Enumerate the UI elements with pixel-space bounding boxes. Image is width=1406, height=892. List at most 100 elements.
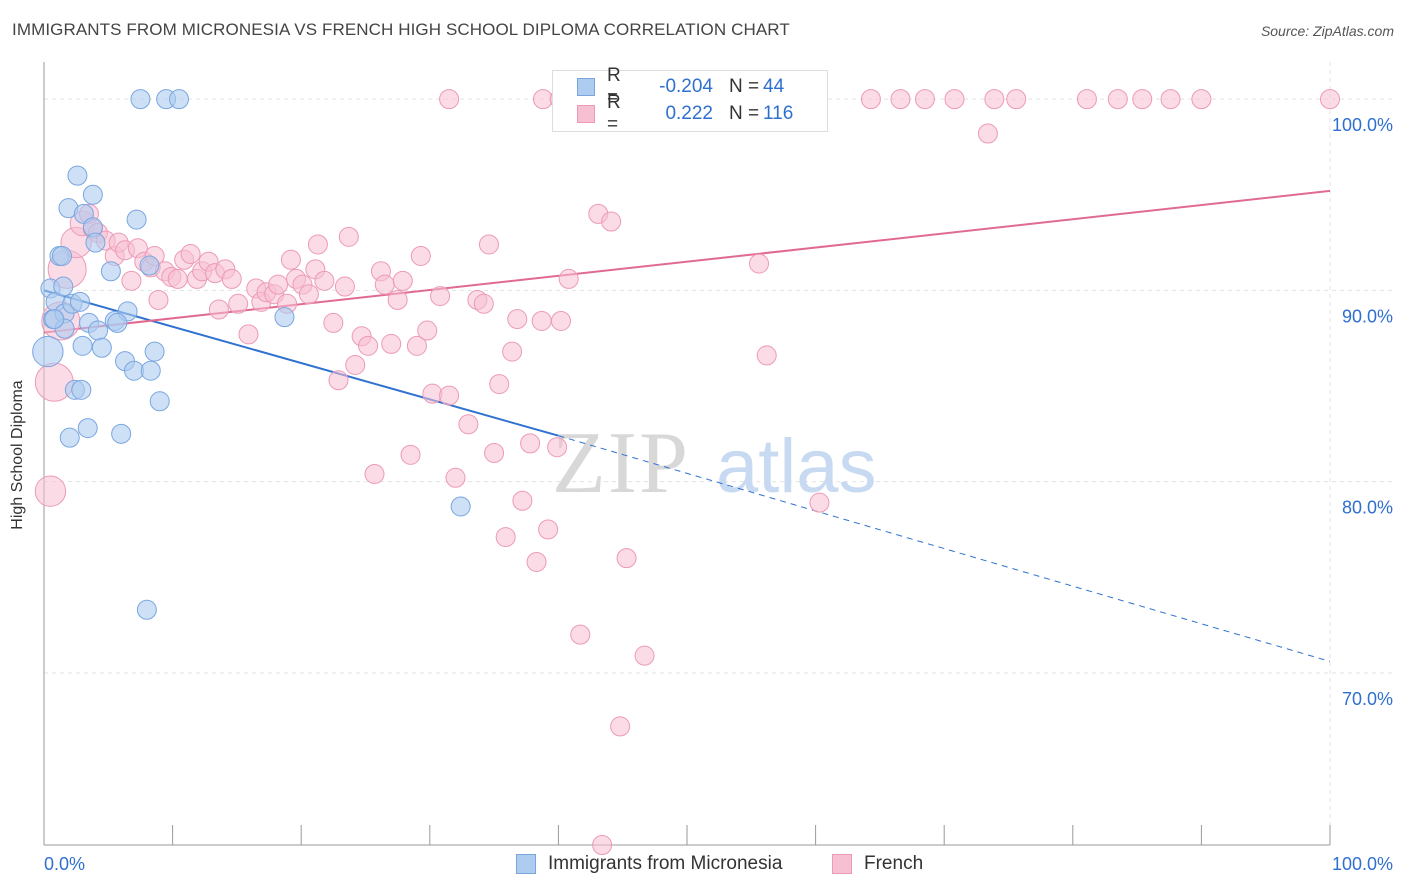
point-french <box>238 324 259 345</box>
point-french <box>167 268 188 289</box>
points-micronesia <box>32 89 471 620</box>
point-french <box>526 551 547 572</box>
point-french <box>208 299 229 320</box>
point-micronesia <box>85 232 106 253</box>
point-french <box>860 89 881 110</box>
point-french <box>34 475 67 507</box>
source-label: Source: ZipAtlas.com <box>1260 23 1394 39</box>
point-french <box>1160 89 1181 110</box>
point-french <box>439 89 460 110</box>
point-french <box>977 123 998 144</box>
point-french <box>570 624 591 645</box>
point-french <box>180 244 201 265</box>
point-french <box>944 89 965 110</box>
point-french <box>531 310 552 331</box>
point-french <box>439 385 460 406</box>
point-french <box>374 274 395 295</box>
point-french <box>345 354 366 375</box>
stats-row-micronesia: R = -0.204 N = 44 <box>553 65 785 108</box>
point-french <box>610 716 631 737</box>
x-tick-label: 100.0% <box>1332 854 1393 874</box>
y-tick-label: 70.0% <box>1342 689 1393 709</box>
point-french <box>809 492 830 513</box>
point-french <box>417 320 438 341</box>
series-legend: Immigrants from Micronesia French <box>0 852 1406 876</box>
legend-swatch-micronesia <box>516 854 536 874</box>
n-value-micronesia: 44 <box>763 76 785 97</box>
point-micronesia <box>149 391 170 412</box>
point-french <box>495 527 516 548</box>
legend-swatch-french <box>832 854 852 874</box>
point-french <box>392 270 413 291</box>
point-french <box>484 442 505 463</box>
point-micronesia <box>130 89 151 110</box>
r-label: R = <box>607 65 621 108</box>
point-french <box>1191 89 1212 110</box>
point-micronesia <box>126 209 147 230</box>
watermark: ZIP atlas <box>552 415 877 512</box>
point-french <box>601 211 622 232</box>
point-micronesia <box>139 255 160 276</box>
point-french <box>914 89 935 110</box>
watermark-zip: ZIP <box>552 415 690 512</box>
legend-swatch-micronesia <box>577 78 595 96</box>
legend-item-micronesia[interactable]: Immigrants from Micronesia <box>516 852 782 876</box>
point-french <box>387 289 408 310</box>
y-tick-label: 100.0% <box>1332 115 1393 135</box>
point-french <box>323 312 344 333</box>
point-micronesia <box>136 599 157 620</box>
r-value-french: 0.222 <box>665 103 713 124</box>
point-french <box>489 374 510 395</box>
point-french <box>268 274 289 295</box>
n-label: N = <box>729 76 760 97</box>
point-micronesia <box>32 335 64 368</box>
point-french <box>1006 89 1027 110</box>
point-micronesia <box>71 379 92 400</box>
legend-swatch-french <box>577 105 595 123</box>
point-french <box>512 490 533 511</box>
point-french <box>984 89 1005 110</box>
point-french <box>502 341 523 362</box>
x-tick-label: 0.0% <box>44 854 85 874</box>
point-micronesia <box>144 341 165 362</box>
point-micronesia <box>53 276 74 297</box>
point-french <box>280 249 301 270</box>
point-french <box>121 270 142 291</box>
r-value-micronesia: -0.204 <box>659 76 713 97</box>
point-french <box>592 835 613 855</box>
point-french <box>473 293 494 314</box>
legend-item-french[interactable]: French <box>832 852 923 876</box>
r-label: R = <box>607 92 621 135</box>
point-french <box>478 234 499 255</box>
point-micronesia <box>52 245 73 266</box>
point-french <box>1107 89 1128 110</box>
point-french <box>616 548 637 569</box>
point-french <box>430 286 451 307</box>
point-french <box>364 463 385 484</box>
stats-legend: R = -0.204 N = 44 R = 0.222 N = 116 <box>552 65 828 135</box>
n-label: N = <box>729 103 760 124</box>
point-micronesia <box>44 309 65 330</box>
point-french <box>410 245 431 266</box>
point-micronesia <box>77 418 98 439</box>
point-french <box>228 293 249 314</box>
point-french <box>307 234 328 255</box>
axes <box>43 62 1331 846</box>
point-french <box>338 226 359 247</box>
stats-row-french: R = 0.222 N = 116 <box>553 92 793 135</box>
point-french <box>314 270 335 291</box>
legend-label-micronesia: Immigrants from Micronesia <box>548 853 783 874</box>
point-french <box>445 467 466 488</box>
y-tick-label: 80.0% <box>1342 498 1393 518</box>
point-micronesia <box>124 360 145 381</box>
point-french <box>334 276 355 297</box>
point-french <box>1320 89 1340 110</box>
point-french <box>532 89 553 110</box>
point-micronesia <box>88 320 109 341</box>
point-micronesia <box>91 337 112 358</box>
point-micronesia <box>67 165 88 186</box>
point-french <box>400 444 421 465</box>
point-french <box>507 309 528 330</box>
watermark-atlas: atlas <box>716 424 877 509</box>
